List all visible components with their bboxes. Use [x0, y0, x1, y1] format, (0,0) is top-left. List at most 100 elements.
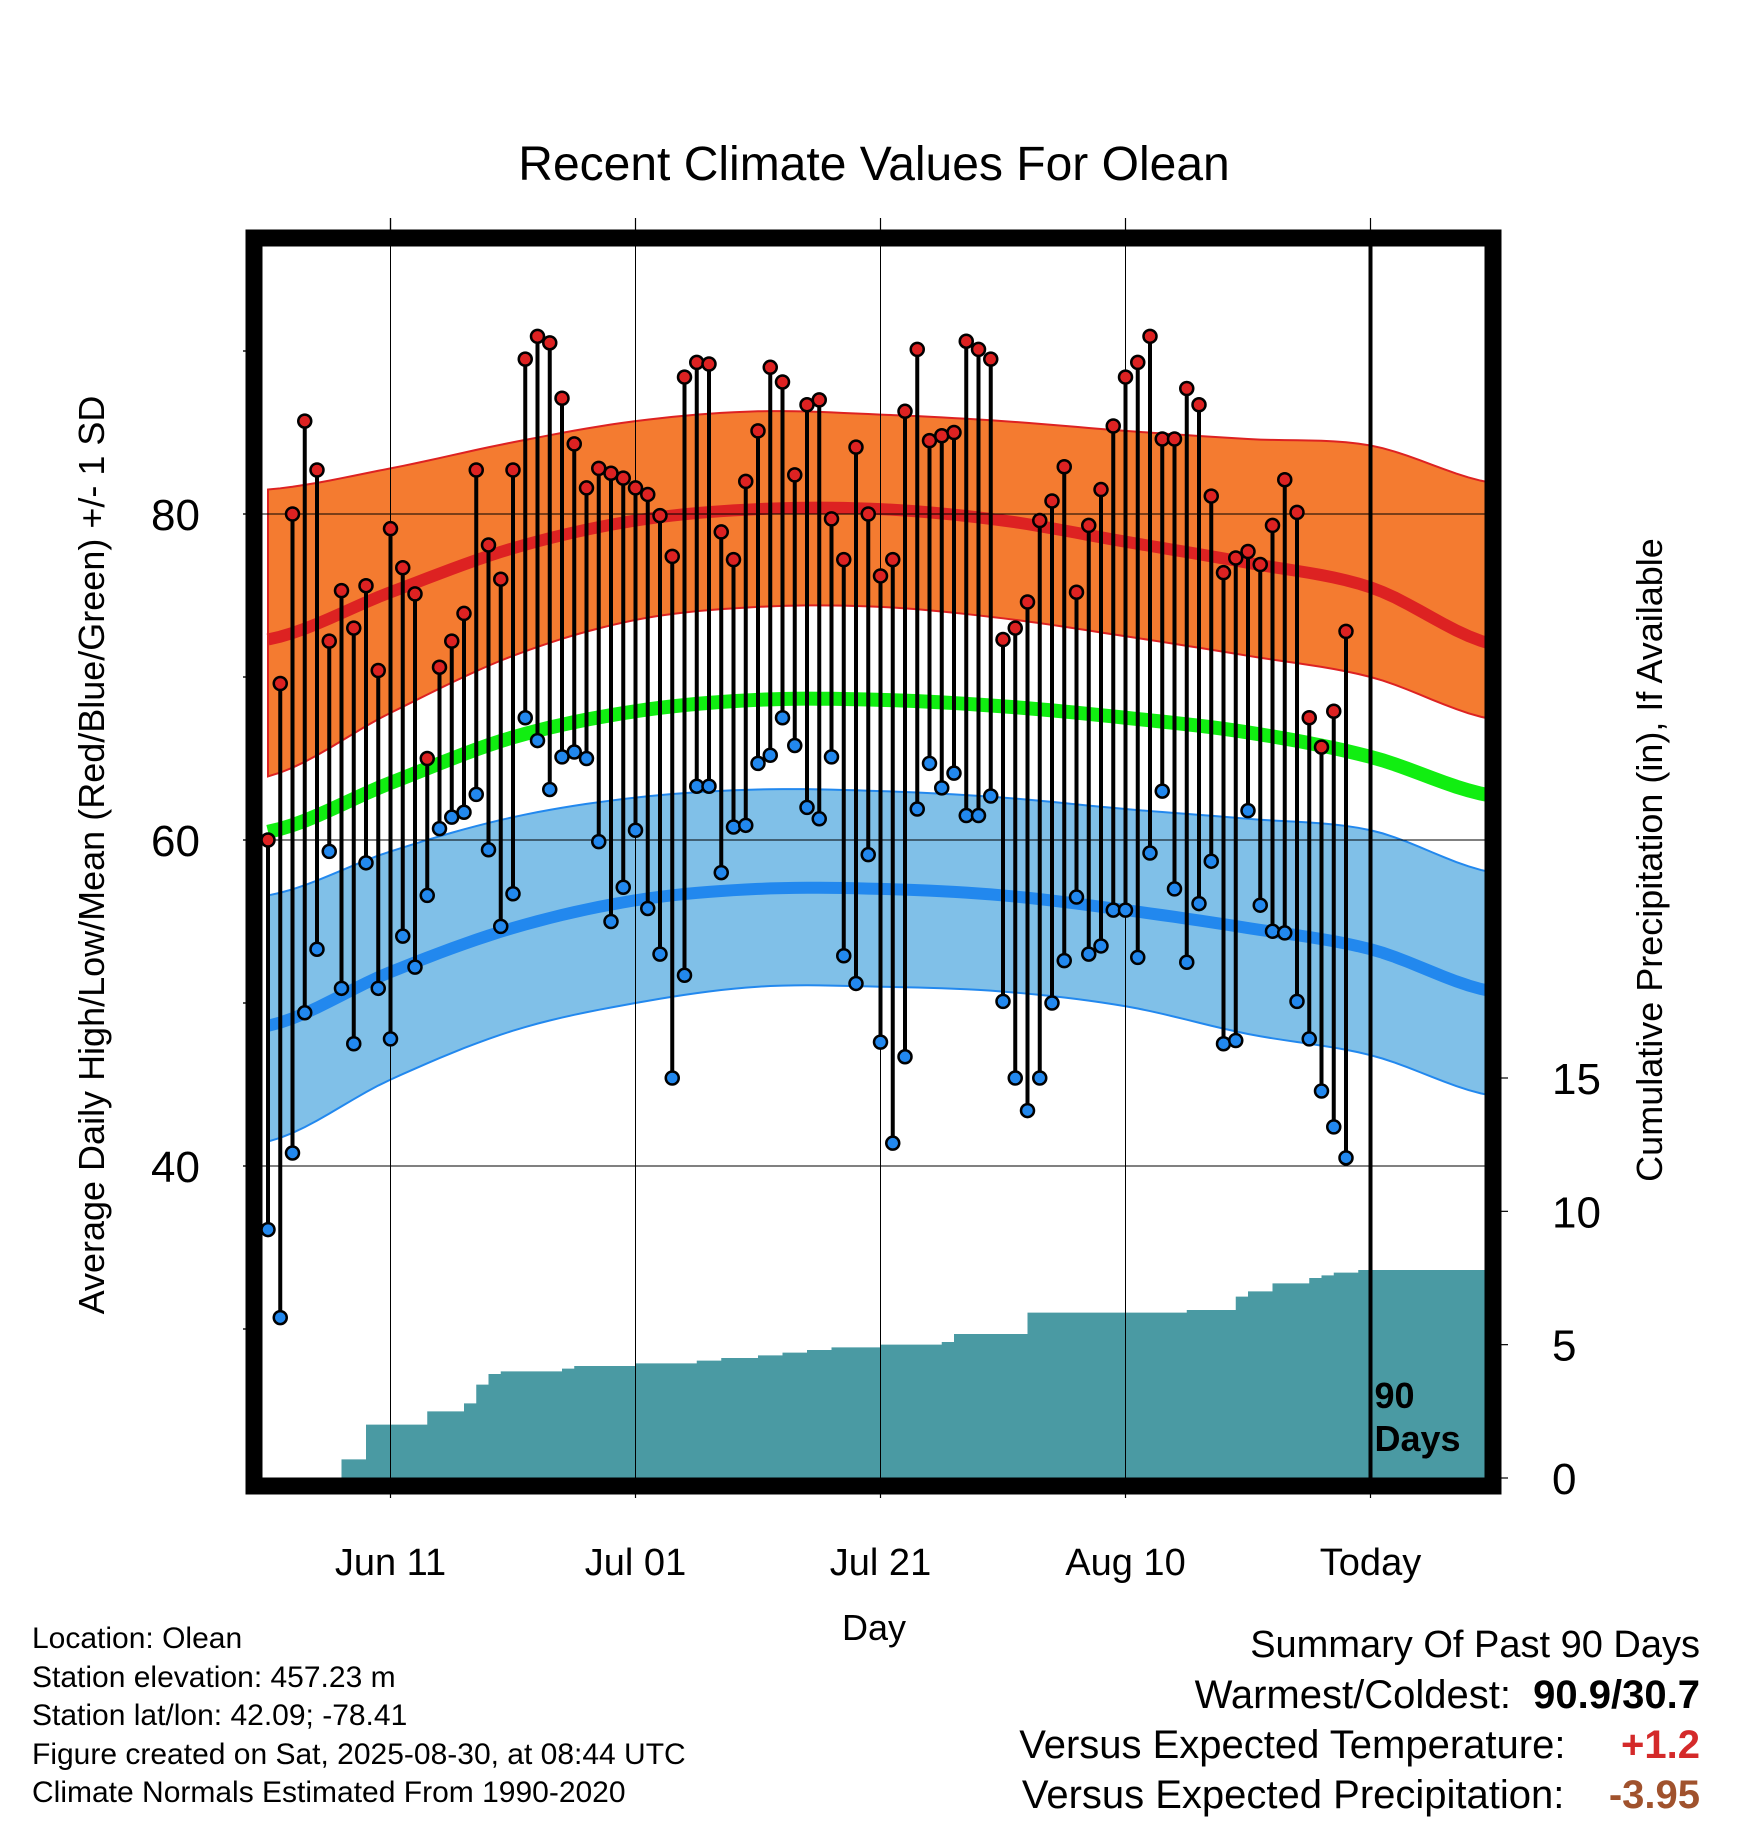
precip-area	[268, 1270, 1485, 1478]
low-normal-band	[267, 788, 1485, 1143]
summary-warm-cold: Warmest/Coldest: 90.9/30.7	[1019, 1670, 1700, 1720]
daily-low-point	[1301, 1031, 1317, 1047]
bottom-tick-label: Jul 01	[585, 1542, 686, 1584]
daily-low-point	[1044, 995, 1060, 1011]
daily-high-point	[1179, 380, 1195, 397]
daily-low-point	[346, 1036, 362, 1052]
daily-high-point	[407, 586, 423, 602]
daily-low-point	[1068, 889, 1085, 905]
daily-low-point	[1081, 946, 1097, 962]
daily-low-point	[799, 799, 815, 816]
daily-high-point	[836, 551, 852, 568]
info-latlon: Station lat/lon: 42.09; -78.41	[32, 1699, 408, 1732]
daily-low-point	[284, 1145, 301, 1161]
bottom-tick-label: Jul 21	[830, 1542, 931, 1584]
daily-low-point	[627, 822, 644, 838]
daily-high-point	[1032, 512, 1048, 529]
right-tick-label: 10	[1552, 1188, 1601, 1237]
daily-high-point	[542, 335, 558, 351]
right-tick-label: 5	[1552, 1322, 1576, 1371]
summary-panel: Summary Of Past 90 Days Warmest/Coldest:…	[1019, 1620, 1700, 1820]
daily-low-point	[713, 864, 729, 881]
daily-low-point	[787, 737, 803, 754]
summary-temp: Versus Expected Temperature: +1.2	[1019, 1720, 1700, 1770]
daily-high-point	[1203, 488, 1219, 504]
left-axis: 40 60 80	[151, 350, 254, 1330]
daily-low-point	[664, 1070, 680, 1086]
daily-low-point	[505, 886, 521, 902]
daily-high-point	[909, 341, 925, 358]
daily-low-point	[676, 967, 693, 984]
chart-title: Recent Climate Values For Olean	[518, 138, 1229, 191]
bottom-axis: Jun 11 Jul 01 Jul 21 Aug 10 Today	[335, 218, 1421, 1584]
daily-high-point	[615, 470, 631, 486]
daily-high-point	[713, 524, 729, 540]
daily-high-point	[1130, 354, 1146, 371]
daily-low-point	[407, 959, 423, 975]
daily-low-point	[480, 842, 497, 858]
daily-low-point	[934, 780, 950, 796]
daily-low-point	[1019, 1102, 1036, 1119]
daily-low-point	[652, 946, 668, 962]
daily-high-point	[566, 436, 582, 452]
daily-high-point	[1240, 543, 1256, 560]
x-axis-label: Day	[842, 1607, 906, 1648]
daily-low-point	[517, 710, 533, 726]
daily-low-point	[333, 980, 350, 997]
daily-low-point	[1289, 993, 1305, 1010]
daily-high-point	[382, 520, 399, 537]
bottom-tick-label: Today	[1320, 1542, 1421, 1584]
daily-high-point	[664, 548, 680, 565]
daily-low-point	[309, 941, 325, 957]
daily-low-point	[382, 1031, 399, 1047]
daily-high-point	[652, 507, 668, 524]
daily-low-point	[1203, 853, 1219, 869]
daily-high-point	[468, 462, 484, 478]
daily-high-point	[370, 662, 386, 679]
daily-low-point	[1093, 938, 1109, 954]
daily-low-point	[995, 993, 1011, 1010]
daily-low-point	[1313, 1083, 1330, 1099]
daily-high-point	[1044, 493, 1060, 509]
daily-low-point	[983, 788, 999, 804]
daily-high-point	[750, 423, 766, 439]
daily-high-point	[321, 633, 337, 649]
daily-low-point	[1142, 845, 1158, 861]
daily-high-point	[970, 341, 987, 358]
daily-low-point	[1228, 1032, 1244, 1049]
summary-heading: Summary Of Past 90 Days	[1250, 1624, 1700, 1666]
summary-precip: Versus Expected Precipitation: -3.95	[1019, 1770, 1700, 1820]
warm-cold-value: 90.9/30.7	[1533, 1673, 1700, 1717]
temp-label: Versus Expected Temperature:	[1019, 1723, 1566, 1767]
daily-high-point	[1215, 564, 1232, 581]
daily-high-point	[1264, 517, 1281, 534]
daily-low-point	[431, 820, 448, 837]
daily-low-point	[1166, 881, 1183, 897]
today-days-label-line2: Days	[1375, 1418, 1461, 1459]
daily-low-point	[1179, 954, 1195, 970]
daily-low-point	[762, 747, 778, 763]
daily-low-point	[848, 975, 864, 992]
daily-high-point	[1081, 517, 1097, 534]
daily-low-point	[1117, 902, 1134, 918]
daily-high-point	[823, 511, 840, 527]
daily-low-point	[1032, 1070, 1048, 1086]
daily-high-point	[1252, 556, 1268, 573]
daily-low-point	[909, 801, 925, 817]
daily-high-point	[1056, 458, 1072, 475]
daily-low-point	[823, 749, 840, 765]
daily-low-point	[872, 1034, 889, 1050]
daily-high-point	[358, 577, 374, 594]
daily-high-point	[1105, 418, 1121, 434]
daily-low-point	[640, 900, 656, 917]
daily-low-point	[370, 980, 386, 997]
bottom-tick-label: Jun 11	[335, 1542, 446, 1584]
plot-frame	[245, 229, 1502, 1495]
info-created: Figure created on Sat, 2025-08-30, at 08…	[32, 1737, 686, 1771]
daily-high-point	[983, 351, 999, 367]
precipitation-layer	[268, 1270, 1485, 1478]
daily-low-point	[970, 807, 987, 824]
precip-label: Versus Expected Precipitation:	[1021, 1773, 1565, 1817]
daily-low-point	[885, 1135, 901, 1151]
